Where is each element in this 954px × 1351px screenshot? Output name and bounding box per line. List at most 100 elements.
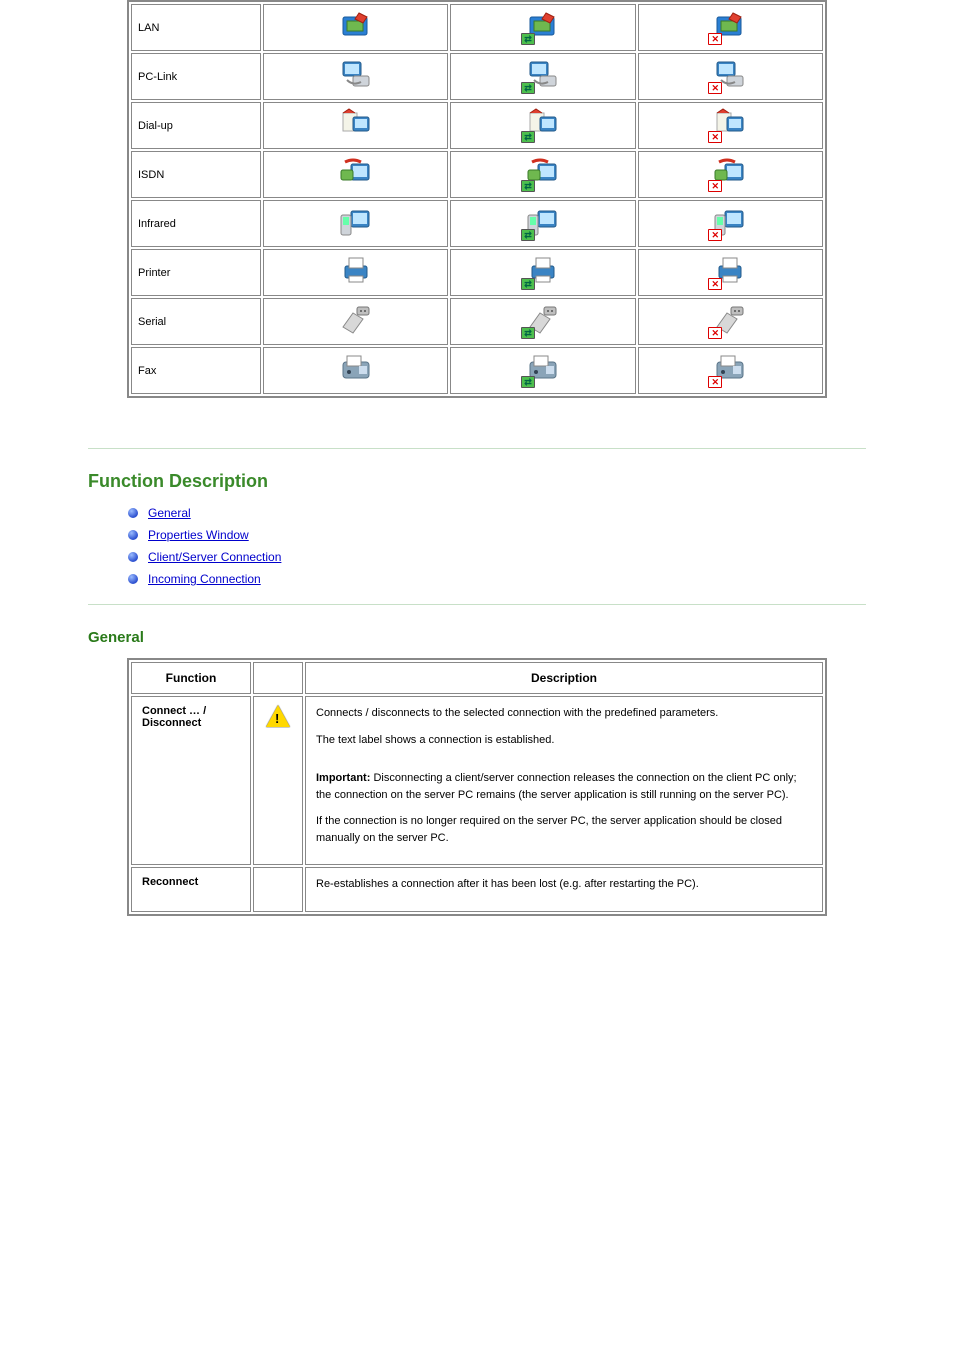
divider <box>88 448 866 449</box>
section-title: Function Description <box>88 471 866 492</box>
divider <box>88 604 866 605</box>
func-name: Connect … / Disconnect <box>131 696 251 865</box>
icon-cell <box>638 298 823 345</box>
infrared-icon <box>525 205 561 239</box>
col-function: Function <box>131 662 251 694</box>
col-description: Description <box>305 662 823 694</box>
section-link-item: Incoming Connection <box>128 572 866 586</box>
failed-badge-icon <box>708 82 722 94</box>
isdn-icon <box>712 156 748 190</box>
icon-row-label: Infrared <box>131 200 261 247</box>
icon-cell <box>450 347 635 394</box>
connection-icons-table: LANPC-LinkDial-upISDNInfraredPrinterSeri… <box>127 0 827 398</box>
connected-badge-icon <box>521 131 535 143</box>
icon-cell <box>638 249 823 296</box>
section-link[interactable]: General <box>148 506 191 520</box>
icon-cell <box>263 4 448 51</box>
bullet-icon <box>128 574 138 584</box>
isdn-icon <box>338 156 374 190</box>
icon-cell <box>638 200 823 247</box>
failed-badge-icon <box>708 229 722 241</box>
section-link[interactable]: Properties Window <box>148 528 249 542</box>
printer-icon <box>338 254 374 288</box>
connected-badge-icon <box>521 82 535 94</box>
icon-cell <box>450 53 635 100</box>
connected-badge-icon <box>521 327 535 339</box>
serial-icon <box>712 303 748 337</box>
func-icon-cell <box>253 867 303 912</box>
section-link-item: General <box>128 506 866 520</box>
icon-cell <box>638 347 823 394</box>
bullet-icon <box>128 530 138 540</box>
icon-table-caption <box>118 418 866 430</box>
icon-cell <box>263 249 448 296</box>
failed-badge-icon <box>708 33 722 45</box>
dial-up-icon <box>525 107 561 141</box>
section-link[interactable]: Incoming Connection <box>148 572 261 586</box>
bullet-icon <box>128 552 138 562</box>
infrared-icon <box>712 205 748 239</box>
icon-row-label: Printer <box>131 249 261 296</box>
printer-icon <box>712 254 748 288</box>
printer-icon <box>525 254 561 288</box>
pc-link-icon <box>525 58 561 92</box>
fax-icon <box>525 352 561 386</box>
icon-cell <box>450 4 635 51</box>
section-link-item: Client/Server Connection <box>128 550 866 564</box>
icon-row-label: Fax <box>131 347 261 394</box>
icon-cell <box>263 151 448 198</box>
infrared-icon <box>338 205 374 239</box>
func-description: Re-establishes a connection after it has… <box>305 867 823 912</box>
icon-row-label: PC-Link <box>131 53 261 100</box>
section-link-item: Properties Window <box>128 528 866 542</box>
isdn-icon <box>525 156 561 190</box>
connected-badge-icon <box>521 278 535 290</box>
icon-cell <box>450 249 635 296</box>
icon-row-label: ISDN <box>131 151 261 198</box>
section-link[interactable]: Client/Server Connection <box>148 550 281 564</box>
icon-cell <box>638 53 823 100</box>
icon-cell <box>450 298 635 345</box>
func-icon-cell <box>253 696 303 865</box>
lan-icon <box>712 9 748 43</box>
dial-up-icon <box>712 107 748 141</box>
general-function-table: Function Description Connect … / Disconn… <box>127 658 827 916</box>
icon-cell <box>450 200 635 247</box>
failed-badge-icon <box>708 278 722 290</box>
dial-up-icon <box>338 107 374 141</box>
icon-cell <box>263 53 448 100</box>
lan-icon <box>338 9 374 43</box>
failed-badge-icon <box>708 131 722 143</box>
connected-badge-icon <box>521 229 535 241</box>
func-description: Connects / disconnects to the selected c… <box>305 696 823 865</box>
fax-icon <box>338 352 374 386</box>
icon-cell <box>263 200 448 247</box>
section-link-list: General Properties Window Client/Server Co… <box>128 506 866 586</box>
failed-badge-icon <box>708 376 722 388</box>
lan-icon <box>525 9 561 43</box>
icon-cell <box>263 298 448 345</box>
bullet-icon <box>128 508 138 518</box>
pc-link-icon <box>338 58 374 92</box>
failed-badge-icon <box>708 180 722 192</box>
failed-badge-icon <box>708 327 722 339</box>
serial-icon <box>338 303 374 337</box>
warning-icon <box>266 705 290 727</box>
icon-cell <box>638 102 823 149</box>
icon-cell <box>263 347 448 394</box>
func-name: Reconnect <box>131 867 251 912</box>
icon-row-label: Dial-up <box>131 102 261 149</box>
fax-icon <box>712 352 748 386</box>
connected-badge-icon <box>521 376 535 388</box>
connected-badge-icon <box>521 33 535 45</box>
icon-cell <box>263 102 448 149</box>
connected-badge-icon <box>521 180 535 192</box>
icon-cell <box>638 151 823 198</box>
icon-cell <box>450 151 635 198</box>
general-heading: General <box>88 629 866 646</box>
icon-cell <box>638 4 823 51</box>
icon-row-label: Serial <box>131 298 261 345</box>
serial-icon <box>525 303 561 337</box>
pc-link-icon <box>712 58 748 92</box>
col-icon <box>253 662 303 694</box>
